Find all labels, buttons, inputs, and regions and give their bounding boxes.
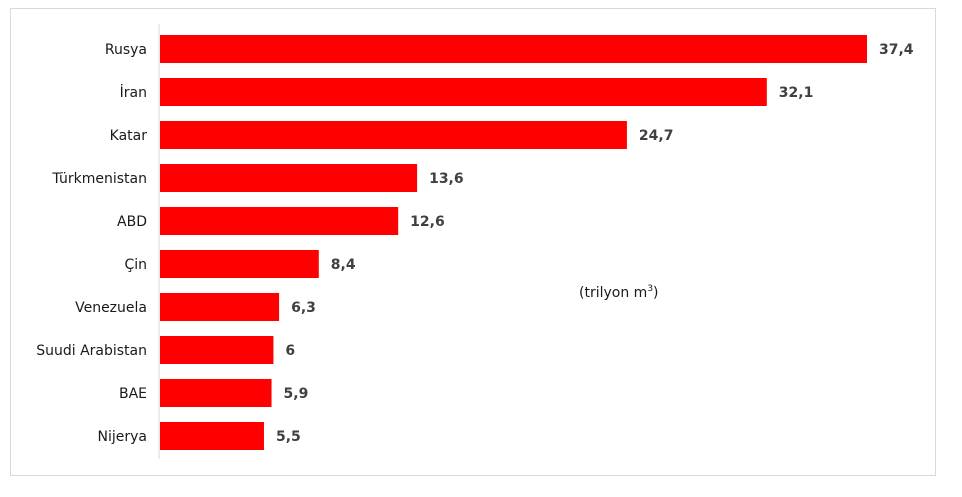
bar-0 [160, 35, 867, 63]
unit-label-close: ) [653, 285, 658, 301]
value-labels-group: 37,4 32,1 24,7 13,6 12,6 8,4 6,3 6 5,9 5,5 [276, 42, 914, 445]
category-label-2: Katar [110, 128, 148, 144]
category-label-9: Nijerya [98, 429, 148, 445]
category-label-8: BAE [119, 386, 147, 402]
bar-9 [160, 422, 264, 450]
value-label-6: 6,3 [291, 300, 316, 316]
bar-5 [160, 250, 319, 278]
bars-group [160, 35, 867, 450]
bar-8 [160, 379, 272, 407]
unit-label-text: (trilyon m [579, 285, 647, 301]
chart-frame: Rusya İran Katar Türkmenistan ABD Çin Venezuel… [10, 8, 936, 476]
category-label-7: Suudi Arabistan [36, 343, 147, 359]
category-label-4: ABD [117, 214, 147, 230]
value-label-4: 12,6 [410, 214, 445, 230]
value-label-3: 13,6 [429, 171, 464, 187]
category-label-5: Çin [124, 257, 147, 273]
category-label-6: Venezuela [75, 300, 147, 316]
unit-label-superscript: 3 [647, 284, 653, 294]
value-label-5: 8,4 [331, 257, 356, 273]
category-labels-group: Rusya İran Katar Türkmenistan ABD Çin Venezuel… [36, 42, 147, 445]
category-label-3: Türkmenistan [51, 171, 147, 187]
bar-4 [160, 207, 399, 235]
bar-7 [160, 336, 274, 364]
bar-2 [160, 121, 627, 149]
bar-1 [160, 78, 767, 106]
bar-6 [160, 293, 280, 321]
value-label-8: 5,9 [284, 386, 309, 402]
value-label-7: 6 [285, 343, 295, 359]
category-label-0: Rusya [105, 42, 147, 58]
value-label-9: 5,5 [276, 429, 301, 445]
unit-label: (trilyon m3) [579, 284, 659, 301]
value-label-0: 37,4 [879, 42, 914, 58]
value-label-1: 32,1 [779, 85, 814, 101]
bar-3 [160, 164, 418, 192]
category-label-1: İran [120, 83, 147, 101]
bar-chart: Rusya İran Katar Türkmenistan ABD Çin Venezuel… [36, 24, 914, 459]
value-label-2: 24,7 [639, 128, 674, 144]
